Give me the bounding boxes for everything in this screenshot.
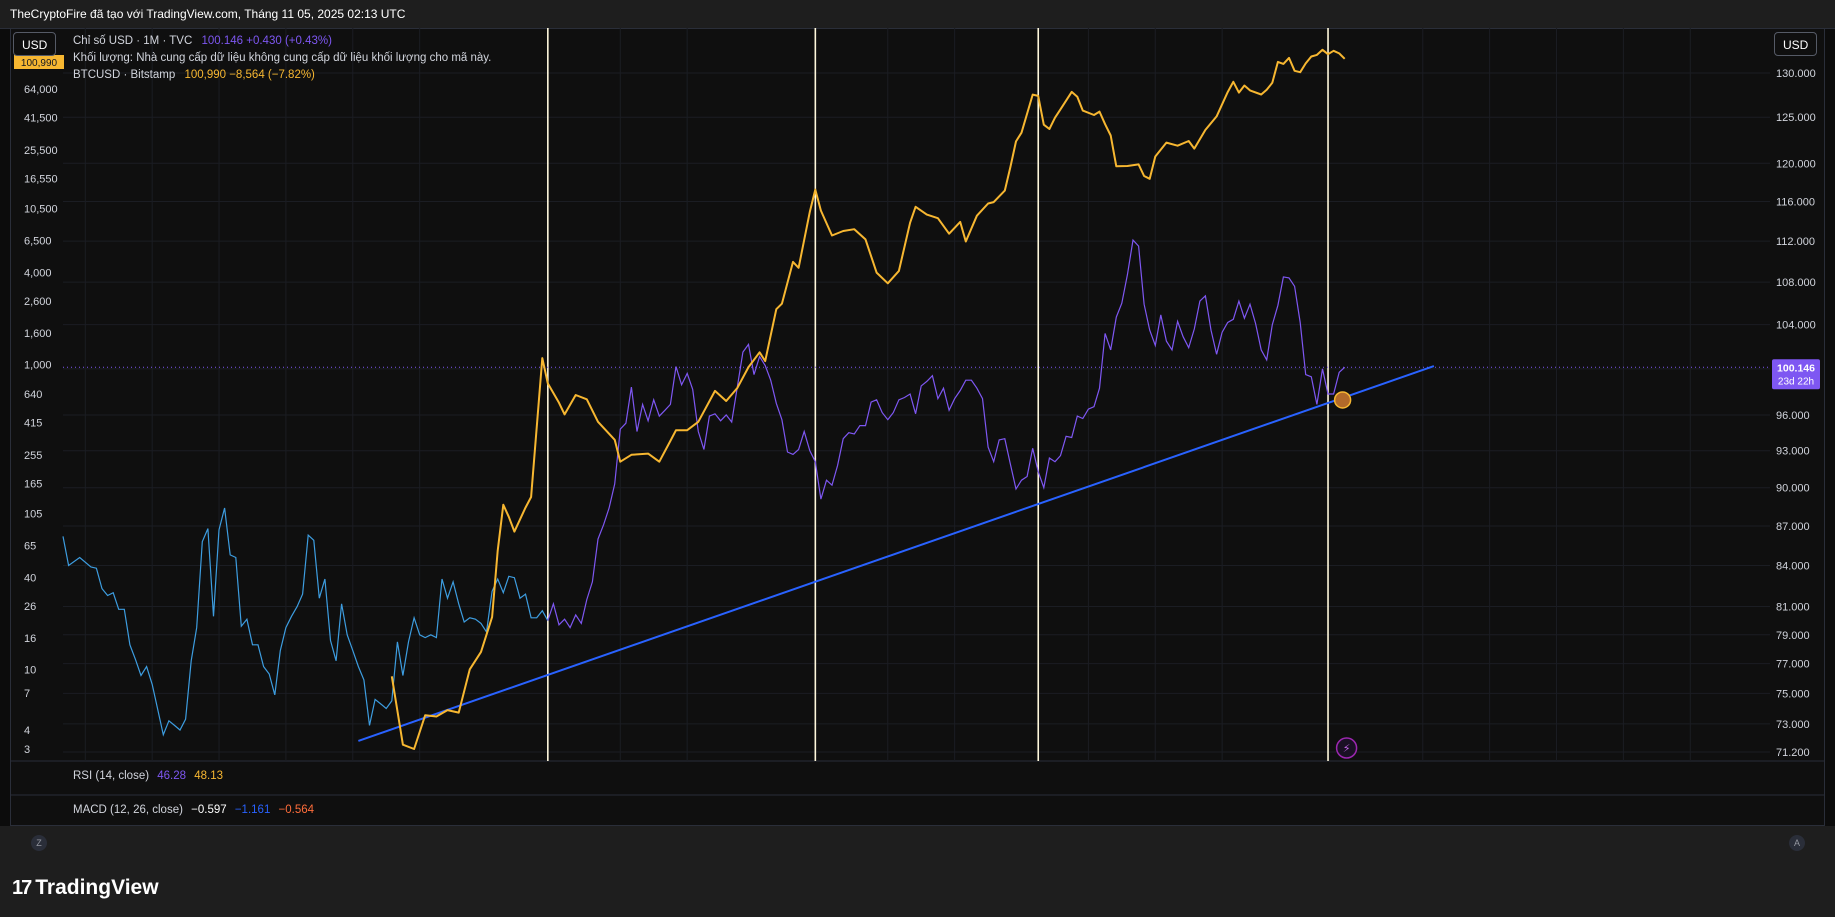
left-y-tick-label: 4 bbox=[24, 725, 30, 737]
right-y-tick-label: 71.200 bbox=[1776, 747, 1810, 759]
left-y-tick-label: 105 bbox=[24, 509, 42, 521]
y-axis-labels: 130.000 125.000 120.000 116.000 112.000 108.0… bbox=[24, 68, 1816, 759]
right-y-tick-label: 75.000 bbox=[1776, 688, 1810, 700]
right-y-tick-label: 104.000 bbox=[1776, 320, 1816, 332]
macd-value-3: −0.564 bbox=[278, 804, 315, 816]
rsi-value-1: 46.28 bbox=[157, 770, 187, 782]
right-y-tick-label: 90.000 bbox=[1776, 483, 1810, 495]
dxy-legend: Chỉ số USD · 1M · TVC 100.146 +0.430 (+0… bbox=[73, 35, 332, 47]
dxy-series-line[interactable] bbox=[547, 238, 1346, 629]
right-y-tick-label: 87.000 bbox=[1776, 521, 1810, 533]
left-y-tick-label: 6,500 bbox=[24, 235, 52, 247]
right-y-tick-label: 73.000 bbox=[1776, 719, 1810, 731]
btc-legend-value: 100,990 −8,564 (−7.82%) bbox=[184, 69, 315, 81]
btc-series-line[interactable] bbox=[390, 48, 1346, 750]
right-y-tick-label: 125.000 bbox=[1776, 112, 1816, 124]
left-y-tick-label: 1,000 bbox=[24, 359, 52, 371]
rsi-value-2: 48.13 bbox=[194, 770, 224, 782]
dxy-countdown: 23d 22h bbox=[1778, 376, 1814, 387]
grid-lines bbox=[10, 28, 1825, 830]
btc-price-badge bbox=[14, 55, 64, 69]
left-y-tick-label: 7 bbox=[24, 688, 30, 700]
left-y-tick-label: 165 bbox=[24, 479, 42, 491]
dxy-price-badge-value: 100.146 bbox=[1777, 362, 1815, 374]
left-y-tick-label: 10 bbox=[24, 664, 36, 676]
macd-value-1: −0.597 bbox=[191, 804, 227, 816]
left-y-tick-label: 255 bbox=[24, 450, 42, 462]
left-y-tick-label: 415 bbox=[24, 418, 42, 430]
right-y-tick-label: 130.000 bbox=[1776, 68, 1816, 80]
left-y-tick-label: 2,600 bbox=[24, 296, 52, 308]
right-y-tick-label: 108.000 bbox=[1776, 277, 1816, 289]
left-y-tick-label: 3 bbox=[24, 744, 30, 756]
tradingview-brand[interactable]: 17 TradingView bbox=[12, 876, 159, 900]
btc-price-badge-value: 100,990 bbox=[21, 58, 58, 69]
left-y-tick-label: 4,000 bbox=[24, 268, 52, 280]
tradingview-logo-icon: 17 bbox=[12, 876, 32, 899]
halving-lines bbox=[547, 28, 1329, 761]
right-y-tick-label: 77.000 bbox=[1776, 659, 1810, 671]
volume-note-text: Khối lượng: Nhà cung cấp dữ liệu không c… bbox=[73, 52, 492, 64]
right-y-tick-label: 81.000 bbox=[1776, 602, 1810, 614]
right-y-tick-label: 112.000 bbox=[1776, 236, 1815, 248]
volume-note: Khối lượng: Nhà cung cấp dữ liệu không c… bbox=[73, 52, 491, 64]
left-y-tick-label: 40 bbox=[24, 572, 36, 584]
auto-scale-button[interactable]: A bbox=[1789, 835, 1805, 851]
right-y-tick-label: 96.000 bbox=[1776, 410, 1810, 422]
left-y-tick-label: 16 bbox=[24, 633, 36, 645]
right-y-tick-label: 120.000 bbox=[1776, 158, 1816, 170]
left-y-tick-label: 640 bbox=[24, 389, 42, 401]
dxy-legend-value: 100.146 +0.430 (+0.43%) bbox=[201, 35, 332, 47]
rsi-label: RSI (14, close) bbox=[73, 770, 150, 782]
left-currency-button[interactable]: USD bbox=[13, 32, 57, 56]
right-y-tick-label: 93.000 bbox=[1776, 446, 1810, 458]
btc-legend: BTCUSD · Bitstamp 100,990 −8,564 (−7.82%… bbox=[73, 69, 315, 81]
dxy-series-line-early[interactable] bbox=[62, 507, 549, 737]
rsi-pane-label[interactable]: RSI (14, close) 46.28 48.13 bbox=[73, 770, 223, 782]
highlight-circle-icon[interactable] bbox=[1333, 391, 1352, 409]
macd-label: MACD (12, 26, close) bbox=[73, 804, 183, 816]
footer-bar bbox=[0, 826, 1835, 917]
dxy-legend-label: Chỉ số USD · 1M · TVC bbox=[73, 35, 193, 47]
left-y-tick-label: 26 bbox=[24, 601, 36, 613]
left-y-tick-label: 64,000 bbox=[24, 84, 58, 96]
left-y-tick-label: 16,550 bbox=[24, 174, 58, 186]
right-y-tick-label: 79.000 bbox=[1776, 630, 1810, 642]
lightning-icon[interactable] bbox=[1335, 737, 1358, 759]
header-title: TheCryptoFire đã tạo với TradingView.com… bbox=[10, 7, 406, 21]
left-y-tick-label: 25,500 bbox=[24, 145, 58, 157]
left-y-tick-label: 1,600 bbox=[24, 328, 52, 340]
support-trendline[interactable] bbox=[358, 365, 1435, 742]
dxy-price-badge bbox=[1772, 359, 1820, 390]
right-y-tick-label: 116.000 bbox=[1776, 197, 1815, 209]
lightning-glyph: ⚡ bbox=[1343, 742, 1351, 755]
btc-legend-label: BTCUSD · Bitstamp bbox=[73, 69, 176, 81]
zoom-toggle-button[interactable]: Z bbox=[31, 835, 47, 851]
macd-pane-label[interactable]: MACD (12, 26, close) −0.597 −1.161 −0.56… bbox=[73, 804, 314, 816]
right-y-tick-label: 84.000 bbox=[1776, 561, 1810, 573]
right-currency-button[interactable]: USD bbox=[1774, 32, 1818, 56]
left-y-tick-label: 10,500 bbox=[24, 204, 58, 216]
series-layer: ⚡ bbox=[62, 48, 1770, 759]
left-y-tick-label: 41,500 bbox=[24, 113, 58, 125]
brand-name: TradingView bbox=[35, 876, 159, 899]
left-y-tick-label: 65 bbox=[24, 540, 36, 552]
macd-value-2: −1.161 bbox=[234, 804, 271, 816]
